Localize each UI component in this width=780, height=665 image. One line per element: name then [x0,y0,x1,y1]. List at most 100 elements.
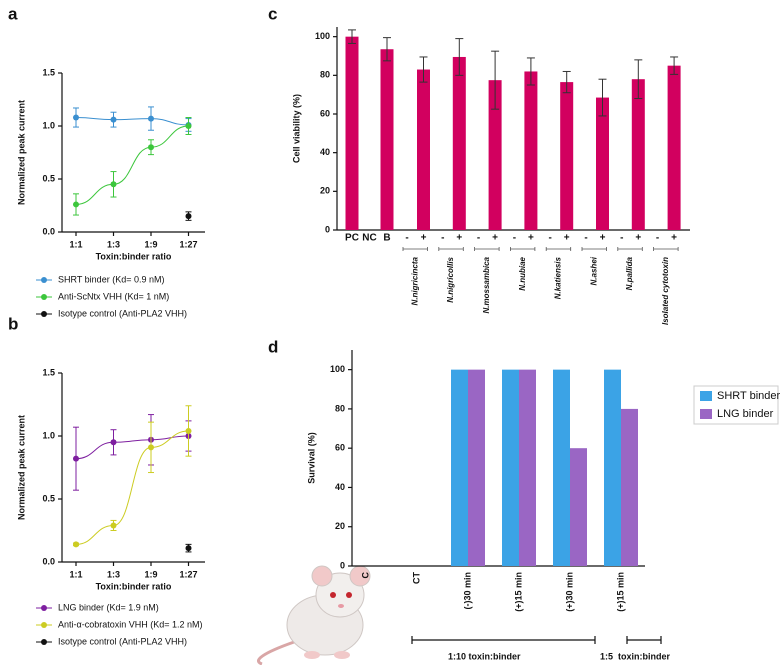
y-tick-label: 80 [320,70,330,80]
x-tick-label: (+)15 min [615,572,625,612]
data-point [73,541,79,548]
legend-label: LNG binder [717,408,774,420]
group-label: N.nigricollis [446,256,455,302]
x-tick-label: - [405,233,408,244]
y-tick-label: 1.0 [42,120,55,130]
group-label: N.katiensis [554,256,563,299]
x-tick-label: - [441,233,444,244]
data-point [185,545,192,552]
x-tick-label: (+)30 min [564,572,574,612]
error-bar [634,59,643,100]
bar [570,448,587,566]
series-line [75,435,189,460]
x-tick-label: + [671,233,677,244]
annotation: 1:10 toxin:binder [448,651,521,661]
y-tick-label: 0.5 [42,173,55,183]
data-point [110,522,117,529]
y-tick-label: 0.5 [42,493,55,503]
bar [451,369,468,566]
legend-marker [41,605,47,611]
legend-marker [41,311,47,317]
data-point [148,144,154,151]
series-line [75,125,189,205]
y-tick-label: 1.0 [42,430,55,440]
x-tick-label: PC [345,233,359,244]
group-label: N.ashei [589,256,598,285]
x-tick-label: + [635,233,641,244]
group-label: N.pallida [625,256,634,290]
y-axis-label: Normalized peak current [16,415,26,520]
data-point [73,455,79,462]
error-bar [383,37,391,62]
bar [560,82,574,230]
mouse-illustration [256,565,371,665]
x-tick-label: + [564,233,570,244]
error-bar [455,38,464,76]
x-tick-label: 1:27 [179,569,197,579]
x-tick-label: + [456,233,462,244]
data-point [73,201,79,208]
legend: SHRT binder LNG binder [693,385,780,425]
x-tick-label: 1:1 [69,239,82,249]
x-tick-label: - [477,233,480,244]
error-bar [526,57,535,86]
bar [345,36,359,230]
legend-marker [41,277,47,283]
data-point [73,114,79,121]
error-bar [598,78,607,117]
y-tick-label: 80 [335,403,345,413]
x-tick-label: CT [411,572,421,584]
y-tick-label: 40 [320,147,330,157]
x-tick-label: NC [362,233,376,244]
legend-label: SHRT binder (Kd= 0.9 nM) [58,274,164,284]
bar [502,369,519,566]
x-tick-label: 1:3 [107,569,120,579]
bar [380,49,394,230]
group-label: N.nubiae [518,256,527,290]
legend-label: SHRT binder [717,390,780,402]
legend-swatch [700,391,712,401]
x-tick-label: - [549,233,552,244]
x-tick-label: + [528,233,534,244]
x-tick-label: 1:3 [107,239,120,249]
data-point [185,123,192,129]
legend-label: Isotype control (Anti-PLA2 VHH) [58,308,187,318]
x-tick-label: 1:1 [69,569,82,579]
x-tick-label: - [656,233,659,244]
data-point [185,213,192,220]
bar [604,369,621,566]
group-label: Isolated cytotoxin [661,257,670,325]
bar [468,369,485,566]
error-bar [348,29,356,44]
x-axis-label: Toxin:binder ratio [96,581,172,591]
y-tick-label: 1.5 [42,367,55,377]
y-tick-label: 0.0 [42,226,55,236]
group-label: N.nigricincta [410,256,419,305]
x-tick-label: + [492,233,498,244]
y-tick-label: 100 [330,364,345,374]
y-axis-label: Survival (%) [306,432,316,484]
legend-label: Anti-ScNtx VHH (Kd= 1 nM) [58,291,169,301]
legend-marker [41,622,47,628]
x-tick-label: + [600,233,606,244]
x-tick-label: 1:9 [144,239,157,249]
y-tick-label: 20 [320,186,330,196]
y-tick-label: 0 [325,224,330,234]
y-tick-label: 20 [335,521,345,531]
x-tick-label: - [620,233,623,244]
bar [553,369,570,566]
series-line [75,117,189,126]
bar [524,71,538,230]
bar [488,80,502,231]
error-bar [562,70,571,94]
y-tick-label: 60 [335,443,345,453]
legend-marker [41,639,47,645]
legend-marker [41,294,47,300]
bar [417,69,430,231]
legend-label: LNG binder (Kd= 1.9 nM) [58,602,159,612]
bar [621,408,638,566]
data-point [110,181,117,188]
legend-label: Isotype control (Anti-PLA2 VHH) [58,636,187,646]
x-tick-label: 1:27 [179,239,197,249]
